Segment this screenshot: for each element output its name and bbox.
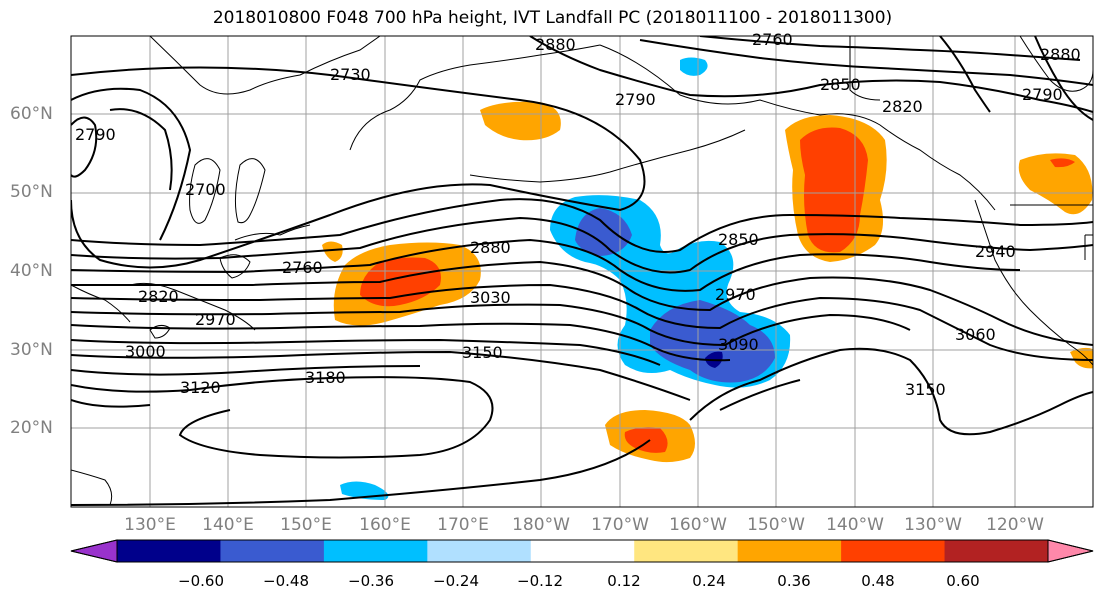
contour-label: 3060 <box>955 325 996 344</box>
colorbar-segment <box>634 540 739 562</box>
lat-label: 30°N <box>10 340 53 360</box>
contour-label: 2970 <box>715 285 756 304</box>
lon-label: 150°W <box>747 515 805 535</box>
colorbar-tick-label: 0.12 <box>607 572 641 590</box>
lon-label: 170°W <box>591 515 649 535</box>
contour-label: 2850 <box>718 230 759 249</box>
colorbar-segment <box>427 540 532 562</box>
colorbar-extend-high <box>1047 539 1094 563</box>
contour-label: 2790 <box>615 90 656 109</box>
contour-label: 2730 <box>330 65 371 84</box>
lon-label: 130°E <box>124 515 176 535</box>
ivt-shading <box>322 57 1093 500</box>
lon-label: 130°W <box>904 515 962 535</box>
colorbar-tick-label: 0.60 <box>946 572 980 590</box>
map-title: 2018010800 F048 700 hPa height, IVT Land… <box>212 8 893 28</box>
colorbar-outline <box>70 539 1094 563</box>
contour-label: 2820 <box>882 97 923 116</box>
lon-label: 170°E <box>437 515 489 535</box>
lon-label: 160°W <box>669 515 727 535</box>
contour-label: 2700 <box>185 180 226 199</box>
colorbar-segment <box>530 540 635 562</box>
colorbar <box>70 539 1094 563</box>
lon-label: 160°E <box>359 515 411 535</box>
colorbar-tick-label: 0.24 <box>692 572 726 590</box>
colorbar-tick-label: −0.60 <box>178 572 224 590</box>
contour-label: 3150 <box>905 380 946 399</box>
colorbar-segment <box>220 540 325 562</box>
lat-label: 50°N <box>10 182 53 202</box>
contour-label: 2880 <box>1040 45 1081 64</box>
contour-label: 2940 <box>975 242 1016 261</box>
contour-label: 2880 <box>535 35 576 54</box>
colorbar-extend-low <box>70 539 118 563</box>
lat-label: 40°N <box>10 261 53 281</box>
lat-label: 20°N <box>10 418 53 438</box>
height-contours <box>71 36 1093 506</box>
contour-label: 2760 <box>752 30 793 49</box>
colorbar-segment <box>737 540 842 562</box>
contour-label: 3150 <box>462 343 503 362</box>
contour-label: 2850 <box>820 75 861 94</box>
contour-label: 3030 <box>470 288 511 307</box>
lon-label: 150°E <box>280 515 332 535</box>
lon-label: 140°W <box>826 515 884 535</box>
colorbar-segment <box>117 540 221 562</box>
contour-label: 3180 <box>305 368 346 387</box>
colorbar-tick-label: 0.36 <box>777 572 811 590</box>
lon-label: 120°W <box>986 515 1044 535</box>
contour-label: 2970 <box>195 310 236 329</box>
contour-label: 2790 <box>75 125 116 144</box>
lon-label: 140°E <box>202 515 254 535</box>
colorbar-tick-label: −0.24 <box>433 572 479 590</box>
colorbar-segment <box>323 540 428 562</box>
colorbar-tick-label: −0.48 <box>263 572 309 590</box>
coastlines <box>71 36 1093 506</box>
colorbar-tick-label: −0.12 <box>517 572 563 590</box>
colorbar-segment <box>944 540 1049 562</box>
contour-label-group: 2880 2850 2820 2790 2760 2730 2700 2790 … <box>75 30 1081 399</box>
map-frame <box>70 35 1094 508</box>
contour-label: 2760 <box>282 258 323 277</box>
contour-label: 3120 <box>180 378 221 397</box>
lat-label: 60°N <box>10 104 53 124</box>
colorbar-segment <box>841 540 946 562</box>
contour-label: 3000 <box>125 342 166 361</box>
contour-label: 2790 <box>1022 85 1063 104</box>
colorbar-tick-label: 0.48 <box>861 572 895 590</box>
contour-label: 2880 <box>470 238 511 257</box>
lon-label: 180°W <box>512 515 570 535</box>
colorbar-tick-label: −0.36 <box>348 572 394 590</box>
contour-label: 2820 <box>138 287 179 306</box>
contour-label: 3090 <box>718 335 759 354</box>
